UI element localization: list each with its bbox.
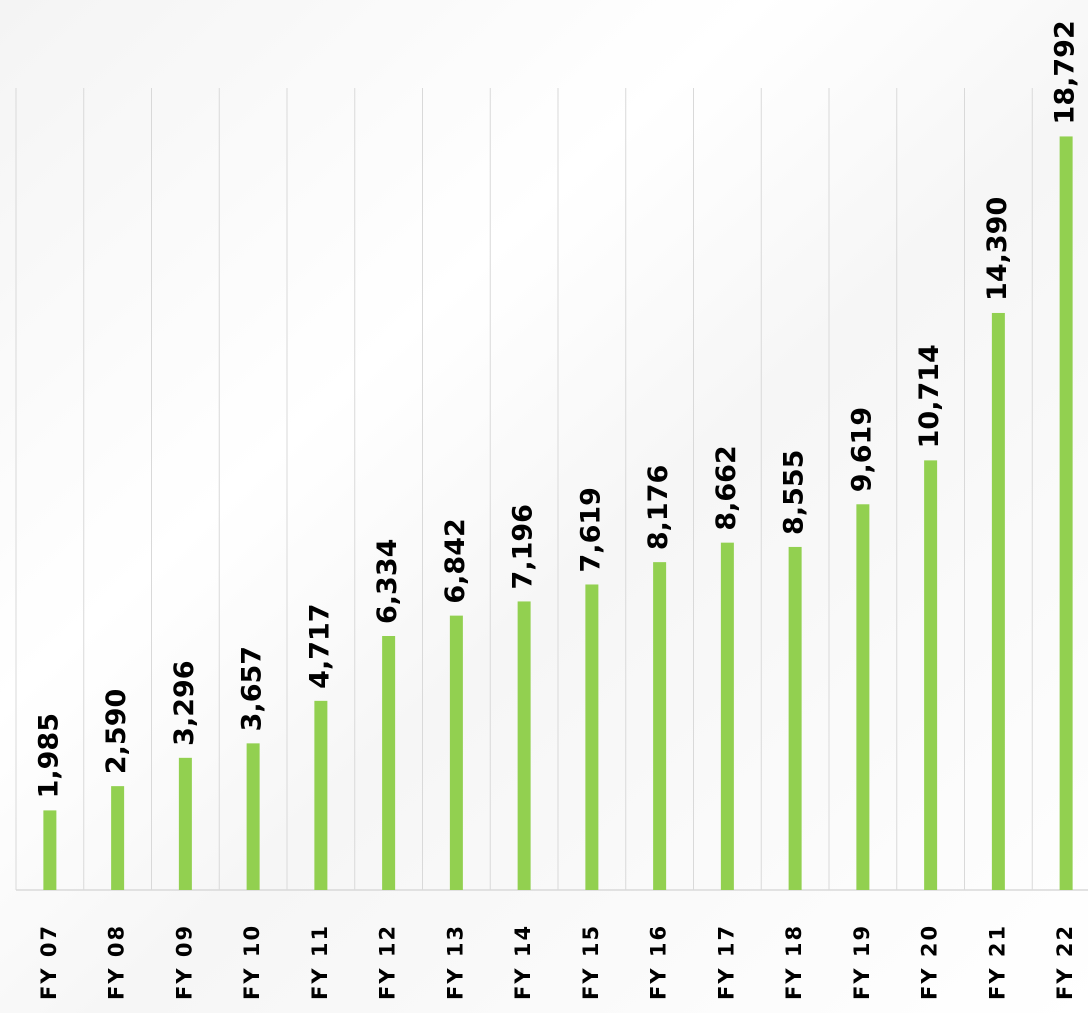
value-label: 7,196 [508, 504, 539, 589]
value-label: 9,619 [846, 407, 877, 492]
value-label: 18,792 [1050, 20, 1081, 124]
bar [449, 615, 463, 890]
bar [653, 562, 667, 890]
value-label: 1,985 [33, 713, 64, 798]
x-tick-label: FY 08 [105, 924, 129, 1000]
value-label: 2,590 [101, 689, 132, 774]
value-label: 3,296 [169, 660, 200, 745]
value-label: 8,176 [643, 465, 674, 550]
bar [856, 504, 870, 890]
x-tick-label: FY 13 [443, 924, 467, 1000]
value-label: 8,662 [711, 445, 742, 530]
x-tick-label: FY 09 [172, 924, 196, 1000]
value-label: 6,334 [372, 539, 403, 624]
bar [382, 636, 396, 890]
value-label: 7,619 [575, 487, 606, 572]
value-label: 3,657 [237, 646, 268, 731]
bar [517, 601, 531, 890]
x-tick-label: FY 12 [376, 924, 400, 1000]
x-tick-label: FY 10 [240, 924, 264, 1000]
value-label: 4,717 [304, 603, 335, 688]
bar [1059, 136, 1073, 890]
x-tick-label: FY 15 [579, 924, 603, 1000]
x-tick-label: FY 21 [985, 924, 1009, 1000]
bar [178, 757, 192, 890]
x-tick-label: FY 22 [1053, 924, 1077, 1000]
x-tick-label: FY 18 [782, 924, 806, 1000]
value-label: 8,555 [779, 450, 810, 535]
x-tick-label: FY 07 [37, 924, 61, 1000]
x-tick-label: FY 20 [918, 924, 942, 1000]
bar [924, 460, 938, 890]
x-tick-label: FY 16 [647, 924, 671, 1000]
bar [43, 810, 57, 890]
value-label: 6,842 [440, 518, 471, 603]
x-tick-label: FY 11 [308, 924, 332, 1000]
x-tick-label: FY 17 [714, 924, 738, 1000]
bar [788, 546, 802, 890]
bar [720, 542, 734, 890]
x-tick-label: FY 19 [850, 924, 874, 1000]
x-tick-label: FY 14 [511, 924, 535, 1000]
bar [314, 700, 328, 890]
bar [585, 584, 599, 890]
value-label: 10,714 [914, 344, 945, 448]
bar [111, 786, 125, 890]
bar [246, 743, 260, 890]
value-label: 14,390 [982, 197, 1013, 301]
bar [991, 312, 1005, 890]
